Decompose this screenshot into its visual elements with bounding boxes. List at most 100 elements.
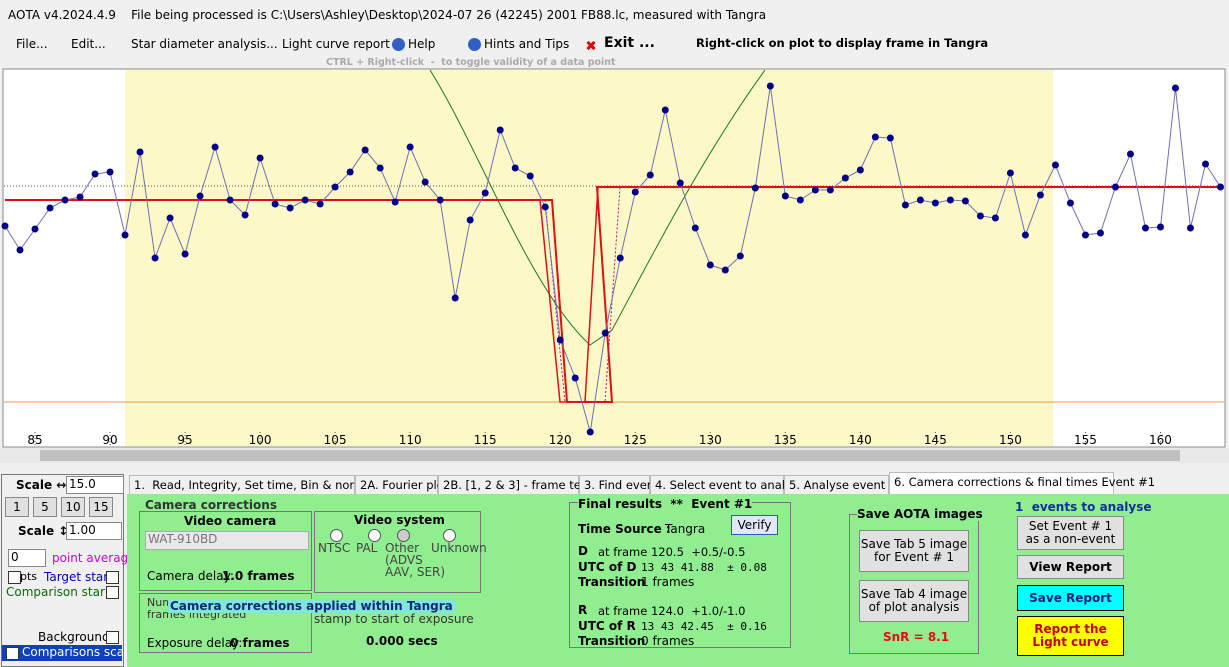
scale-h-input[interactable]: 15.0 bbox=[66, 476, 124, 494]
light-curve-plot[interactable]: 85 90 95 100 105 110 115 120 125 130 135 140 145 150 1… bbox=[0, 0, 1229, 468]
utc-d-label: UTC of D bbox=[578, 560, 637, 574]
menu-item[interactable]: File... bbox=[16, 37, 48, 51]
data-point bbox=[1066, 199, 1074, 207]
radio-button[interactable] bbox=[443, 529, 456, 542]
utc-r-label: UTC of R bbox=[578, 619, 636, 633]
d-frame: at frame 120.5 +0.5/-0.5 bbox=[598, 545, 746, 559]
scale-button[interactable]: 15 bbox=[89, 497, 113, 517]
tab[interactable]: 2B. [1, 2 & 3] - frame test bbox=[438, 475, 591, 494]
data-point bbox=[631, 188, 639, 196]
data-point bbox=[1201, 160, 1209, 168]
report-light-curve-button[interactable]: Report the Light curve bbox=[1017, 616, 1124, 656]
data-point bbox=[466, 216, 474, 224]
data-point bbox=[1216, 183, 1224, 191]
events-count: 1 events to analyse bbox=[1015, 500, 1152, 514]
pts-checkbox[interactable] bbox=[8, 571, 21, 584]
camera-select[interactable]: WAT-910BD bbox=[145, 531, 309, 550]
r-frame: at frame 124.0 +1.0/-1.0 bbox=[598, 604, 746, 618]
data-point bbox=[916, 196, 924, 204]
pts-label: pts bbox=[20, 570, 38, 583]
menu-item[interactable]: Hints and Tips bbox=[484, 37, 570, 51]
save-report-button[interactable]: Save Report bbox=[1017, 585, 1124, 611]
data-point bbox=[271, 200, 279, 208]
data-point bbox=[46, 204, 54, 212]
comparison-label: Comparison star 1 bbox=[6, 585, 117, 599]
d-label: D bbox=[578, 544, 588, 558]
tab[interactable]: 2A. Fourier plot bbox=[355, 475, 448, 494]
radio-label: NTSC bbox=[318, 541, 351, 555]
data-point bbox=[376, 164, 384, 172]
data-point bbox=[421, 178, 429, 186]
fit-curve bbox=[429, 69, 766, 346]
radio-button[interactable] bbox=[397, 529, 410, 542]
x-tick-label: 160 bbox=[1149, 433, 1172, 447]
data-point bbox=[886, 134, 894, 142]
data-point bbox=[1021, 231, 1029, 239]
camera-title: Camera corrections bbox=[145, 498, 277, 512]
data-point bbox=[601, 329, 609, 337]
data-point bbox=[826, 186, 834, 194]
data-point bbox=[481, 189, 489, 197]
save-tab5-button[interactable]: Save Tab 5 image for Event # 1 bbox=[859, 530, 969, 572]
menu-item[interactable]: Exit ... bbox=[604, 35, 655, 51]
data-point bbox=[586, 428, 594, 436]
data-point bbox=[151, 254, 159, 262]
scale-button[interactable]: 1 bbox=[5, 497, 29, 517]
camera-delay-label: Camera delay: bbox=[147, 569, 234, 583]
exposure-value: 0 frames bbox=[230, 636, 290, 650]
menu-item[interactable]: Edit... bbox=[71, 37, 106, 51]
data-point bbox=[871, 133, 879, 141]
radio-button[interactable] bbox=[368, 529, 381, 542]
analysis-region bbox=[125, 70, 1053, 446]
data-point bbox=[436, 196, 444, 204]
save-tab4-button[interactable]: Save Tab 4 image of plot analysis bbox=[859, 580, 969, 622]
data-point bbox=[391, 198, 399, 206]
save-title: Save AOTA images bbox=[857, 507, 983, 521]
comparison-checkbox[interactable] bbox=[106, 586, 119, 599]
data-point bbox=[556, 336, 564, 344]
scale-button[interactable]: 10 bbox=[61, 497, 85, 517]
data-point bbox=[16, 246, 24, 254]
data-point bbox=[61, 196, 69, 204]
scroll-thumb[interactable] bbox=[40, 450, 1180, 461]
r-label: R bbox=[578, 603, 588, 617]
help-icon bbox=[468, 38, 481, 51]
time-source-label: Time Source : bbox=[578, 522, 671, 536]
view-report-button[interactable]: View Report bbox=[1017, 555, 1124, 579]
radio-button[interactable] bbox=[330, 529, 343, 542]
x-tick-label: 155 bbox=[1074, 433, 1097, 447]
background-checkbox[interactable] bbox=[106, 631, 119, 644]
camera-delay-value: 1.0 frames bbox=[222, 569, 295, 583]
scale-v-input[interactable]: 1.00 bbox=[66, 522, 122, 540]
verify-button[interactable]: Verify bbox=[731, 515, 778, 535]
menu-item[interactable]: Star diameter analysis... bbox=[131, 37, 278, 51]
x-tick-label: 120 bbox=[549, 433, 572, 447]
menu-item[interactable]: Light curve report bbox=[282, 37, 390, 51]
tab[interactable]: 3. Find events bbox=[579, 475, 665, 494]
target-checkbox[interactable] bbox=[106, 571, 119, 584]
data-point bbox=[76, 193, 84, 201]
tab[interactable]: 6. Camera corrections & final times Even… bbox=[889, 472, 1155, 494]
video-camera-box bbox=[139, 511, 312, 591]
scaled-checkbox[interactable] bbox=[6, 647, 19, 660]
video-system-label: Video system bbox=[354, 513, 445, 527]
stamp-label: from video stamp to start of exposure bbox=[314, 600, 474, 626]
data-point bbox=[526, 172, 534, 180]
time-source: Tangra bbox=[665, 522, 706, 536]
menu-item[interactable]: Help bbox=[408, 37, 436, 51]
scale-h-label: Scale ↔ bbox=[16, 478, 67, 492]
average-select[interactable]: 0 bbox=[8, 549, 46, 567]
radio-label: Unknown bbox=[431, 541, 487, 555]
data-point bbox=[841, 174, 849, 182]
data-point bbox=[751, 184, 759, 192]
tab[interactable]: 1. Read, Integrity, Set time, Bin & norm… bbox=[129, 475, 392, 494]
radio-label: PAL bbox=[356, 541, 378, 555]
data-point bbox=[1081, 231, 1089, 239]
non-event-button[interactable]: Set Event # 1 as a non-event bbox=[1017, 516, 1124, 550]
data-point bbox=[301, 196, 309, 204]
results-title: Final results ** Event #1 bbox=[578, 497, 753, 511]
tab[interactable]: 4. Select event to analyse bbox=[650, 475, 805, 494]
tab[interactable]: 5. Analyse event #1 bbox=[784, 475, 906, 494]
scale-button[interactable]: 5 bbox=[33, 497, 57, 517]
